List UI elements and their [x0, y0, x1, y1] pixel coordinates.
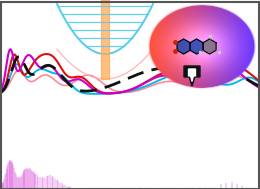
Polygon shape	[203, 39, 216, 54]
Polygon shape	[188, 69, 196, 81]
Polygon shape	[190, 39, 203, 54]
Polygon shape	[177, 39, 190, 54]
Polygon shape	[184, 66, 200, 86]
